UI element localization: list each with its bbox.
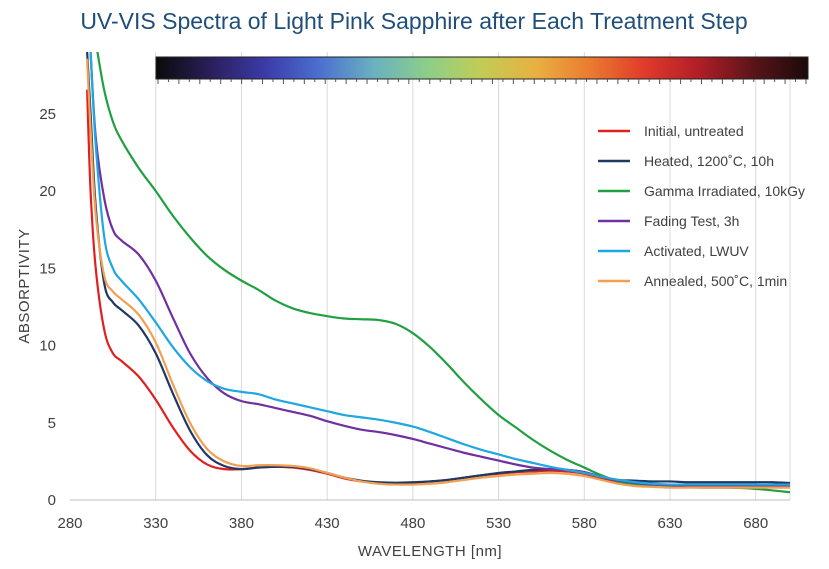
- y-tick-label-0: 0: [48, 492, 56, 509]
- spectrum-color-bar: [155, 56, 809, 84]
- legend-label-annealed-500-c-1min: Annealed, 500˚C, 1min: [644, 273, 787, 289]
- legend-label-initial-untreated: Initial, untreated: [644, 123, 744, 139]
- series-line-activated-lwuv: [89, 52, 790, 486]
- x-tick-label-680: 680: [743, 515, 768, 532]
- x-axis-label: WAVELENGTH [nm]: [358, 543, 502, 560]
- series-line-annealed-500-c-1min: [86, 58, 790, 489]
- grid: [70, 52, 791, 501]
- series-group: [86, 52, 790, 494]
- x-tick-label-580: 580: [572, 515, 597, 532]
- legend-label-fading-test-3h: Fading Test, 3h: [644, 213, 739, 229]
- legend-label-heated-1200-c-10h: Heated, 1200˚C, 10h: [644, 153, 774, 169]
- chart-title: UV-VIS Spectra of Light Pink Sapphire af…: [80, 8, 747, 34]
- x-tick-label-430: 430: [315, 515, 340, 532]
- legend-label-activated-lwuv: Activated, LWUV: [644, 243, 749, 259]
- y-tick-label-25: 25: [39, 106, 56, 123]
- series-line-heated-1200-c-10h: [86, 52, 790, 485]
- y-axis-label: ABSORPTIVITY: [16, 228, 33, 343]
- series-line-fading-test-3h: [89, 52, 790, 487]
- x-tick-label-280: 280: [57, 515, 82, 532]
- y-tick-label-15: 15: [39, 260, 56, 277]
- x-tick-label-530: 530: [486, 515, 511, 532]
- x-tick-label-480: 480: [400, 515, 425, 532]
- x-tick-label-330: 330: [143, 515, 168, 532]
- y-tick-label-20: 20: [39, 183, 56, 200]
- legend: Initial, untreated Heated, 1200˚C, 10h Gam…: [598, 123, 805, 289]
- legend-label-gamma-irradiated-10kgy: Gamma Irradiated, 10kGy: [644, 183, 805, 199]
- color-bar-gradient: [155, 56, 809, 80]
- y-tick-label-5: 5: [48, 415, 56, 432]
- x-tick-label-380: 380: [229, 515, 254, 532]
- x-tick-label-630: 630: [657, 515, 682, 532]
- axis-ticks: 280 330 380 430 480 530 580 630 680 0 5 10 15 20 25: [39, 106, 768, 532]
- y-tick-label-10: 10: [39, 338, 56, 355]
